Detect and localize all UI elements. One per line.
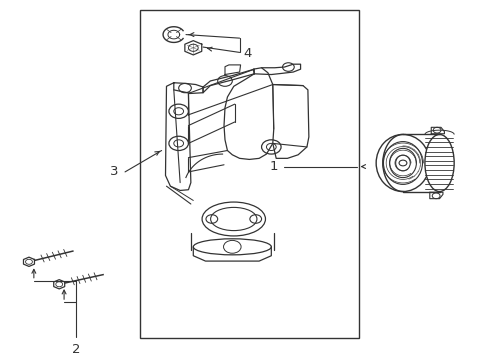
Bar xyxy=(140,10,358,338)
Text: 1: 1 xyxy=(268,160,277,173)
Text: 4: 4 xyxy=(243,47,251,60)
Text: 3: 3 xyxy=(110,165,119,179)
Text: 2: 2 xyxy=(72,343,81,356)
Ellipse shape xyxy=(424,134,453,192)
